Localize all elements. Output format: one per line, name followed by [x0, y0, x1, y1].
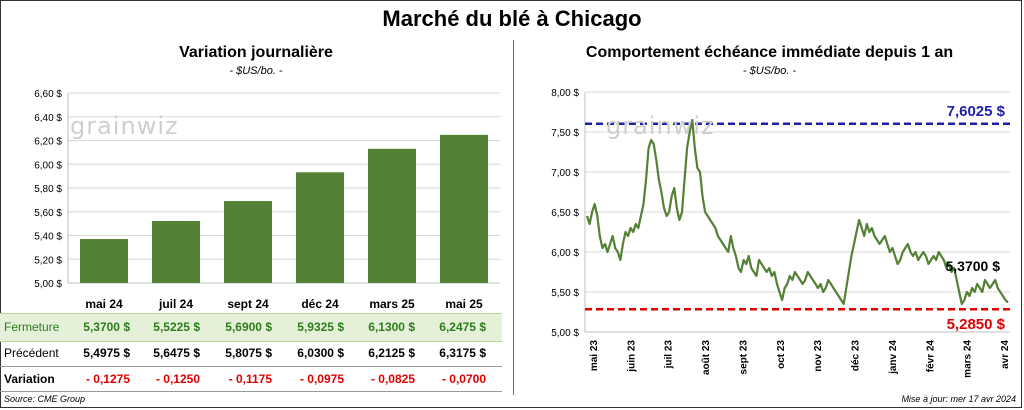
- bar: [152, 220, 200, 283]
- left-panel-title: Variation journalière: [179, 44, 333, 61]
- table-cell: - 0,0975: [299, 372, 344, 386]
- x-tick-label: mars 24: [963, 340, 974, 378]
- panel-separator: [513, 40, 514, 395]
- x-tick-label: janv 24: [888, 340, 899, 375]
- table-cell: 5,6475 $: [153, 346, 200, 360]
- y-tick-label: 7,00 $: [551, 168, 579, 179]
- y-tick-label: 6,50 $: [551, 208, 579, 219]
- line-y-tick-labels: 5,00 $ 5,50 $ 6,00 $ 6,50 $ 7,00 $ 7,50 $ 8,00…: [551, 88, 579, 339]
- y-tick-label: 6,00 $: [34, 160, 62, 171]
- bar-grid: [67, 92, 500, 284]
- line-x-tick-labels: mai 23 juin 23 juil 23 août 23 sept 23 oct 23…: [589, 340, 1011, 378]
- y-tick-label: 6,00 $: [551, 248, 579, 259]
- table-cell: - 0,0700: [441, 372, 486, 386]
- bar-y-tick-labels: 5,00 $ 5,20 $ 5,40 $ 5,60 $ 5,80 $ 6,00 $ 6,20…: [34, 89, 62, 290]
- y-tick-label: 5,50 $: [551, 288, 579, 299]
- x-tick-label: déc 24: [301, 297, 339, 311]
- right-panel-title: Comportement échéance immédiate depuis 1…: [585, 44, 954, 61]
- x-tick-label: oct 23: [776, 340, 787, 369]
- x-tick-label: juil 24: [158, 297, 193, 311]
- x-tick-label: févr 24: [925, 340, 936, 373]
- table-cell: - 0,1175: [228, 372, 272, 386]
- update-note: Mise à jour: mer 17 avr 2024: [901, 394, 1016, 404]
- line-reference-lines: [585, 122, 1010, 311]
- row-label: Fermeture: [4, 320, 60, 334]
- x-tick-label: mai 23: [589, 340, 600, 372]
- line-grid: [584, 91, 1010, 333]
- bar: [440, 134, 488, 283]
- table-cell: - 0,0825: [370, 372, 415, 386]
- y-tick-label: 7,50 $: [551, 128, 579, 139]
- y-tick-label: 6,20 $: [34, 137, 62, 148]
- y-tick-label: 5,00 $: [34, 279, 62, 290]
- left-watermark: grainwiz: [70, 112, 179, 140]
- y-tick-label: 6,60 $: [34, 89, 62, 100]
- right-panel-unit: - $US/bo. -: [742, 65, 797, 77]
- row-label: Précédent: [4, 346, 59, 360]
- x-tick-label: mars 25: [369, 297, 415, 311]
- table-row-previous: Précédent 5,4975 $ 5,6475 $ 5,8075 $ 6,0…: [0, 341, 502, 366]
- table-cell: 6,1300 $: [368, 320, 415, 334]
- bar-series: [80, 134, 488, 283]
- table-cell: 6,2125 $: [368, 346, 415, 360]
- table-cell: 5,9325 $: [297, 320, 344, 334]
- left-panel-unit: - $US/bo. -: [229, 65, 283, 77]
- y-tick-label: 5,40 $: [34, 232, 62, 243]
- source-note: Source: CME Group: [4, 394, 86, 404]
- y-tick-label: 5,20 $: [34, 255, 62, 266]
- x-tick-label: sept 24: [227, 297, 269, 311]
- table-cell: 5,8075 $: [225, 346, 272, 360]
- x-tick-label: juil 23: [664, 340, 675, 370]
- table-cell: 5,6900 $: [225, 320, 272, 334]
- right-watermark: grainwiz: [606, 112, 715, 140]
- y-tick-label: 5,80 $: [34, 184, 62, 195]
- last-value-label: 5,3700 $: [946, 258, 1001, 274]
- table-row-variation: Variation - 0,1275 - 0,1250 - 0,1175 - 0…: [0, 366, 502, 392]
- table-cell: 6,0300 $: [297, 346, 344, 360]
- main-title: Marché du blé à Chicago: [382, 6, 642, 31]
- x-tick-label: juin 23: [626, 340, 637, 373]
- y-tick-label: 8,00 $: [551, 88, 579, 99]
- table-cell: 5,3700 $: [83, 320, 130, 334]
- high-value-label: 7,6025 $: [947, 103, 1006, 120]
- x-tick-label: nov 23: [813, 340, 824, 372]
- table-cell: 5,5225 $: [153, 320, 200, 334]
- low-value-label: 5,2850 $: [947, 316, 1006, 333]
- row-label: Variation: [4, 372, 55, 386]
- table-cell: 6,3175 $: [439, 346, 486, 360]
- y-tick-label: 5,60 $: [34, 208, 62, 219]
- table-cell: 5,4975 $: [83, 346, 130, 360]
- bar: [80, 239, 128, 283]
- table-row-close: Fermeture 5,3700 $ 5,5225 $ 5,6900 $ 5,9…: [0, 313, 502, 342]
- price-series-line: [585, 118, 1009, 306]
- bar: [368, 148, 416, 283]
- x-tick-label: mai 25: [445, 297, 483, 311]
- bar-x-tick-labels: mai 24 juil 24 sept 24 déc 24 mars 25 mai 25: [85, 297, 483, 311]
- y-tick-label: 5,00 $: [551, 328, 579, 339]
- line-value-labels: 7,6025 $ 5,2850 $ 5,3700 $: [946, 103, 1006, 333]
- x-tick-label: mai 24: [85, 297, 123, 311]
- bar: [224, 201, 272, 283]
- table-cell: 6,2475 $: [439, 320, 486, 334]
- x-tick-label: août 23: [701, 340, 712, 375]
- x-tick-label: sept 23: [738, 340, 749, 375]
- line-chart: 5,00 $ 5,50 $ 6,00 $ 6,50 $ 7,00 $ 7,50 $ 8,00…: [551, 88, 1011, 378]
- table-cell: - 0,1275: [85, 372, 130, 386]
- x-tick-label: avr 24: [1000, 340, 1011, 369]
- bar-chart: 5,00 $ 5,20 $ 5,40 $ 5,60 $ 5,80 $ 6,00 $ 6,20…: [34, 89, 500, 311]
- y-tick-label: 6,40 $: [34, 113, 62, 124]
- table-cell: - 0,1250: [155, 372, 200, 386]
- bar: [296, 172, 344, 283]
- x-tick-label: déc 23: [851, 340, 862, 372]
